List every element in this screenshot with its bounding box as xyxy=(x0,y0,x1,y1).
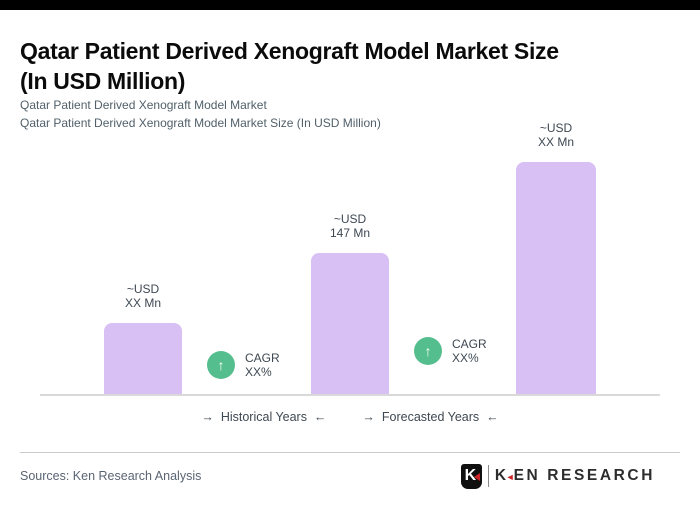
chart-subtitle-line1: Qatar Patient Derived Xenograft Model Ma… xyxy=(20,98,267,112)
bar-value-line2: XX Mn xyxy=(537,135,574,149)
cagr-label: CAGR XX% xyxy=(452,337,487,365)
bar-value-label: ~USD XX Mn xyxy=(125,282,161,310)
red-arrow-icon: ◄ xyxy=(505,471,515,482)
cagr-label-line2: XX% xyxy=(245,365,272,379)
ken-research-wordmark: K ◄ EN RESEARCH xyxy=(495,467,655,485)
bar-value-line1: ~USD xyxy=(539,121,573,135)
growth-up-arrow-icon: ↑ xyxy=(414,337,442,365)
page-title-line2: (In USD Million) xyxy=(20,68,186,95)
cagr-label: CAGR XX% xyxy=(245,351,280,379)
bar-value-line1: ~USD xyxy=(333,212,367,226)
page-title: Qatar Patient Derived Xenograft Model Ma… xyxy=(20,36,680,96)
chart-subtitle: Qatar Patient Derived Xenograft Model Ma… xyxy=(20,97,660,132)
cagr-label-line1: CAGR xyxy=(245,351,280,365)
footer-divider xyxy=(20,452,680,453)
x-axis-line xyxy=(40,394,660,396)
bar xyxy=(311,253,389,394)
logo-separator xyxy=(487,465,489,487)
bar-value-line1: ~USD xyxy=(126,282,160,296)
wordmark-rest: EN RESEARCH xyxy=(513,467,655,484)
axis-period-annotations: → Historical Years ← → Forecasted Years … xyxy=(0,409,700,426)
ken-research-shield-icon: K xyxy=(460,463,482,489)
growth-up-arrow-icon: ↑ xyxy=(207,351,235,379)
red-arrow-icon xyxy=(473,472,480,481)
page-title-line1: Qatar Patient Derived Xenograft Model Ma… xyxy=(20,38,559,65)
bar-value-line2: 147 Mn xyxy=(329,226,371,240)
bar xyxy=(516,162,596,394)
shield-letter: K xyxy=(464,467,477,484)
bar-chart: ~USD XX Mn ~USD 147 Mn ~USD XX Mn ↑ CAGR… xyxy=(0,121,700,396)
bar-group-historical-start: ~USD XX Mn xyxy=(104,282,182,394)
cagr-label-line2: XX% xyxy=(452,351,479,365)
bar xyxy=(104,323,182,394)
chart-subtitle-line2: Qatar Patient Derived Xenograft Model Ma… xyxy=(20,115,381,130)
bar-group-historical-end: ~USD 147 Mn xyxy=(311,212,389,394)
footer: Sources: Ken Research Analysis K K ◄ EN RE… xyxy=(20,461,655,491)
top-black-bar xyxy=(0,0,700,10)
bar-value-label: ~USD XX Mn xyxy=(538,121,574,149)
sources-text: Sources: Ken Research Analysis xyxy=(20,469,202,483)
cagr-badge-forecast: ↑ CAGR XX% xyxy=(414,337,487,365)
bar-value-line2: XX Mn xyxy=(124,296,161,310)
ken-research-logo: K K ◄ EN RESEARCH xyxy=(460,463,655,489)
bar-group-forecast: ~USD XX Mn xyxy=(516,121,596,394)
wordmark-k: K xyxy=(494,467,509,484)
historical-years-label: → Historical Years ← xyxy=(201,410,327,424)
bar-value-label: ~USD 147 Mn xyxy=(330,212,370,240)
cagr-label-line1: CAGR xyxy=(452,337,487,351)
cagr-badge-historical: ↑ CAGR XX% xyxy=(207,351,280,379)
forecasted-years-label: → Forecasted Years ← xyxy=(362,410,499,424)
